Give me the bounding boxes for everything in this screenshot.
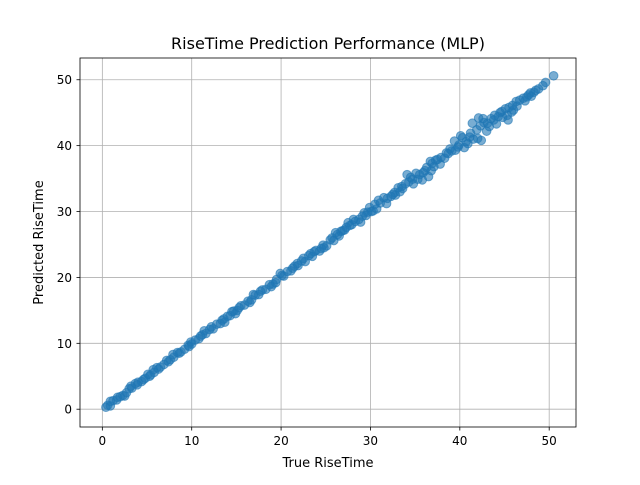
scatter-point — [387, 189, 398, 200]
y-tick-label: 0 — [64, 403, 72, 417]
scatter-point — [381, 198, 392, 209]
scatter-point — [491, 119, 502, 129]
scatter-points — [101, 70, 559, 413]
scatter-point — [126, 381, 136, 391]
scatter-point — [476, 135, 487, 146]
plot-area-frame — [79, 57, 577, 428]
x-tick-label: 40 — [452, 434, 467, 448]
y-tick-label: 50 — [57, 73, 72, 87]
scatter-point — [245, 297, 255, 308]
x-tick-label: 30 — [363, 434, 378, 448]
x-axis-label: True RiseTime — [282, 456, 374, 471]
scatter-point — [345, 220, 355, 231]
scatter-point — [359, 208, 369, 218]
scatter-point — [186, 337, 196, 347]
x-tick-label: 10 — [184, 434, 199, 448]
scatter-point — [478, 113, 488, 124]
y-tick-label: 10 — [57, 337, 72, 351]
scatter-point — [112, 392, 123, 403]
scatter-point — [453, 142, 463, 152]
scatter-point — [287, 263, 298, 273]
scatter-point — [277, 270, 287, 281]
scatter-point — [337, 225, 348, 236]
scatter-point — [105, 396, 116, 407]
scatter-point — [163, 356, 174, 367]
scatter-point — [467, 118, 478, 129]
scatter-point — [153, 364, 164, 374]
scatter-point — [430, 155, 441, 165]
y-tick-label: 20 — [57, 271, 72, 285]
scatter-point — [533, 84, 544, 94]
scatter-point — [144, 371, 155, 382]
scatter-point — [195, 331, 206, 341]
scatter-point — [523, 90, 534, 100]
x-tick-label: 0 — [99, 434, 107, 448]
scatter-point — [548, 70, 559, 81]
scatter-point — [298, 253, 309, 264]
y-tick-label: 30 — [57, 205, 72, 219]
scatter-point — [373, 195, 384, 206]
scatter-point — [495, 107, 505, 118]
scatter-point — [309, 246, 319, 257]
axis-ticks: 0 10 20 30 40 50 0 10 20 30 40 50 — [57, 73, 557, 448]
scatter-point — [508, 105, 519, 115]
scatter-point — [234, 302, 244, 313]
scatter-point — [327, 233, 337, 243]
scatter-point — [206, 322, 217, 332]
chart-title: RiseTime Prediction Performance (MLP) — [171, 34, 485, 53]
x-tick-label: 20 — [273, 434, 288, 448]
y-tick-label: 40 — [57, 139, 72, 153]
scatter-point — [255, 286, 266, 297]
scatter-point — [174, 348, 184, 359]
scatter-point — [455, 130, 466, 141]
scatter-point — [503, 115, 513, 125]
scatter-point — [227, 306, 237, 317]
scatter-point — [441, 148, 452, 158]
x-tick-label: 50 — [542, 434, 557, 448]
scatter-point — [423, 171, 434, 182]
grid-lines — [80, 58, 576, 427]
scatter-point — [217, 315, 227, 326]
scatter-point — [465, 128, 476, 138]
scatter-point — [397, 183, 408, 194]
y-axis-label: Predicted RiseTime — [32, 180, 47, 304]
scatter-point — [408, 179, 419, 189]
scatter-point — [266, 281, 277, 292]
scatter-point — [463, 138, 473, 149]
